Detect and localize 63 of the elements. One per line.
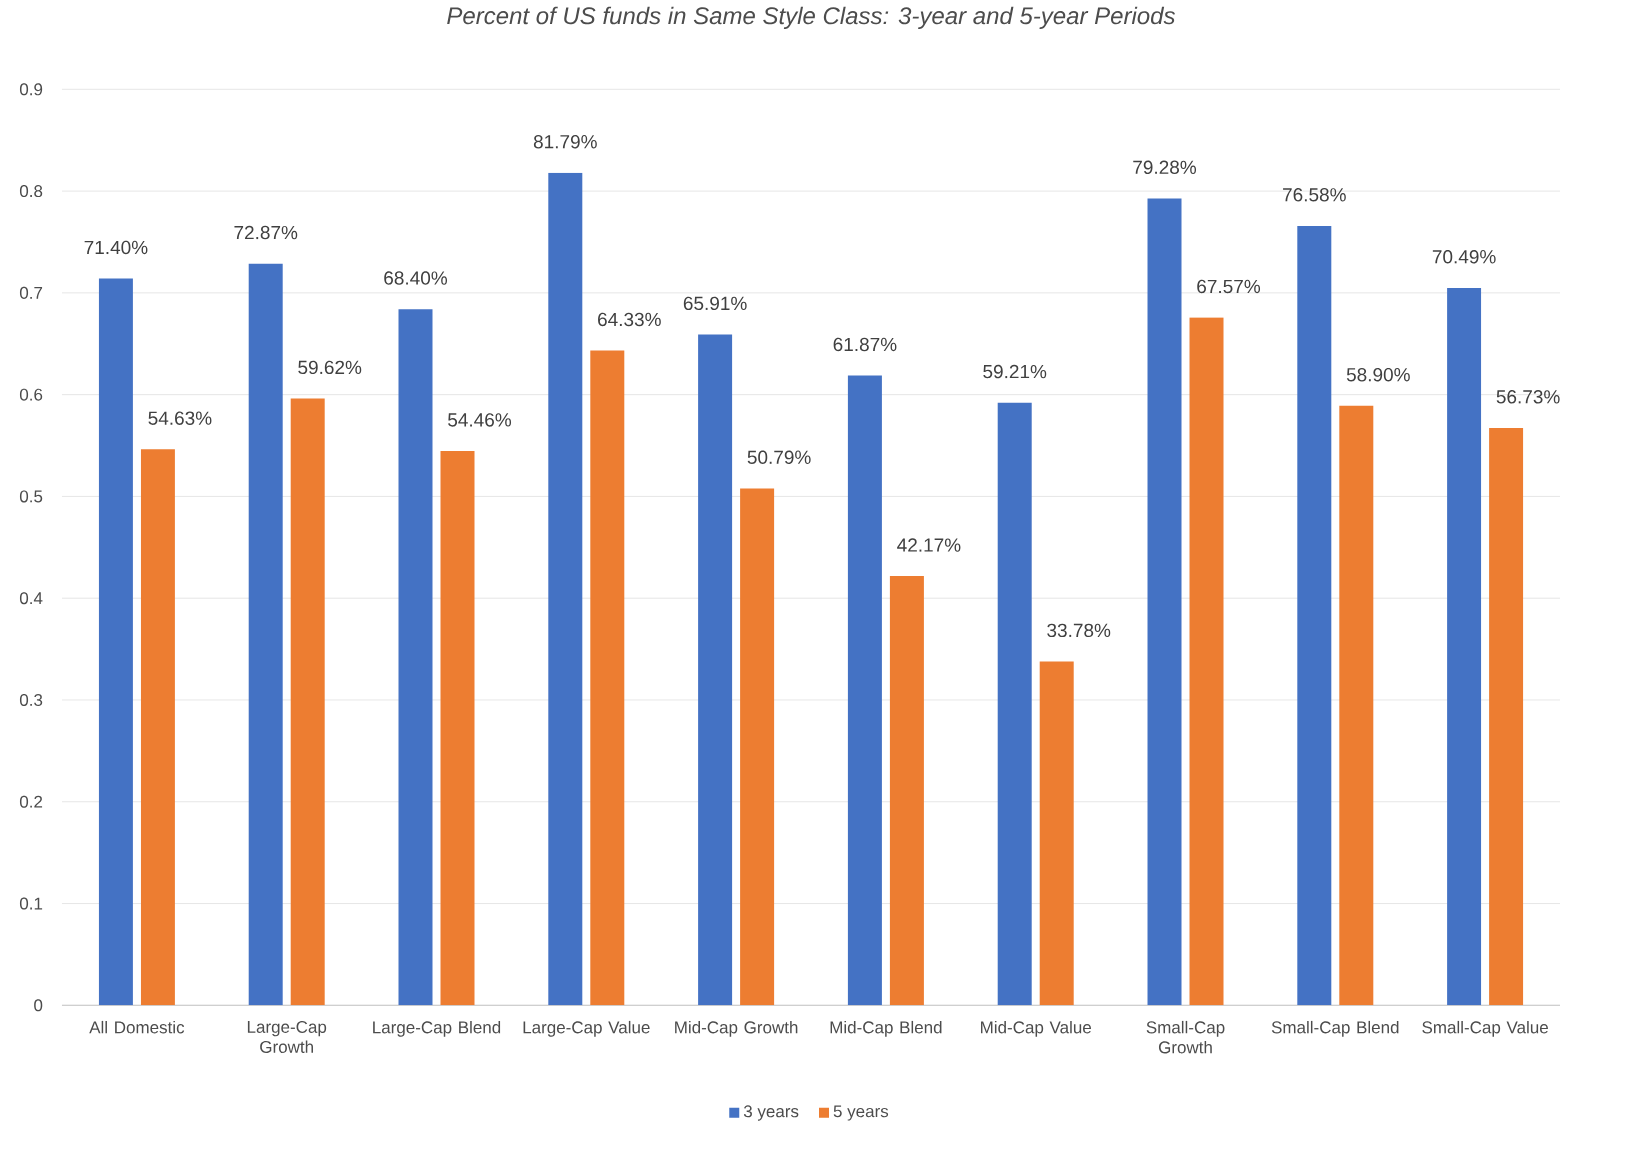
x-tick-label: Large-Cap Growth: [247, 1020, 327, 1053]
y-tick-label: 0.3: [19, 693, 43, 706]
data-label: 64.33%: [598, 312, 661, 327]
x-tick-label: Large-Cap Blend: [373, 1020, 501, 1037]
bar: [398, 309, 433, 1006]
bar: [1339, 405, 1374, 1006]
bar: [889, 575, 924, 1006]
bar: [1297, 225, 1332, 1006]
x-tick-label: All Domestic: [89, 1020, 185, 1034]
y-tick-label: 0.4: [19, 592, 43, 605]
bar: [1447, 287, 1482, 1006]
y-tick-label: 0.8: [19, 184, 43, 197]
x-tick-label: Small-Cap Growth: [1146, 1020, 1225, 1054]
data-label: 54.63%: [148, 411, 212, 425]
x-tick-label: Mid-Cap Growth: [675, 1020, 798, 1037]
y-tick-label: 0.9: [19, 83, 43, 96]
data-label: 42.17%: [897, 538, 961, 552]
data-label: 65.91%: [683, 296, 747, 310]
bar: [548, 172, 583, 1006]
data-label: 81.79%: [533, 134, 597, 149]
bar: [1189, 317, 1224, 1006]
data-label: 68.40%: [384, 271, 448, 285]
data-label: 72.87%: [234, 225, 298, 240]
y-tick-label: 0.7: [19, 286, 43, 299]
y-tick-label: 0.5: [19, 490, 43, 503]
x-tick-label: Large-Cap Value: [523, 1020, 650, 1037]
bar: [847, 375, 882, 1006]
data-label: 71.40%: [84, 240, 148, 255]
data-label: 56.73%: [1496, 389, 1560, 404]
bar: [1039, 661, 1074, 1006]
bar: [248, 263, 283, 1006]
legend-label: 5 years: [833, 1105, 889, 1121]
y-tick-label: 0.1: [19, 897, 43, 910]
data-label: 79.28%: [1133, 160, 1197, 174]
data-label: 58.90%: [1346, 367, 1410, 382]
data-label: 33.78%: [1047, 623, 1111, 637]
data-label: 50.79%: [747, 450, 811, 464]
data-label: 61.87%: [833, 337, 897, 352]
data-label: 76.58%: [1283, 187, 1346, 202]
chart-title: Percent of US funds in Same Style Class: 3-year and 5-year Periods: [447, 6, 1176, 29]
data-label: 54.46%: [448, 413, 512, 427]
bar: [740, 488, 775, 1006]
legend-label: 3 years: [743, 1105, 799, 1121]
bar: [290, 398, 325, 1006]
data-label: 70.49%: [1432, 249, 1496, 264]
y-tick-label: 0.6: [19, 388, 43, 401]
data-label: 59.62%: [298, 360, 362, 374]
x-tick-label: Small-Cap Blend: [1271, 1020, 1399, 1037]
bar: [698, 334, 733, 1006]
bar: [140, 449, 175, 1006]
data-label: 59.21%: [983, 364, 1047, 379]
bar: [590, 350, 625, 1006]
bar: [440, 450, 475, 1006]
x-tick-label: Mid-Cap Blend: [830, 1020, 942, 1037]
y-tick-label: 0: [34, 999, 43, 1012]
bar: [1147, 198, 1182, 1006]
y-tick-label: 0.2: [19, 795, 43, 808]
data-label: 67.57%: [1197, 279, 1261, 294]
x-tick-label: Mid-Cap Value: [981, 1020, 1091, 1037]
bar: [98, 278, 133, 1006]
bar: [1489, 427, 1524, 1006]
bar: [997, 402, 1032, 1006]
x-tick-label: Small-Cap Value: [1422, 1020, 1548, 1037]
